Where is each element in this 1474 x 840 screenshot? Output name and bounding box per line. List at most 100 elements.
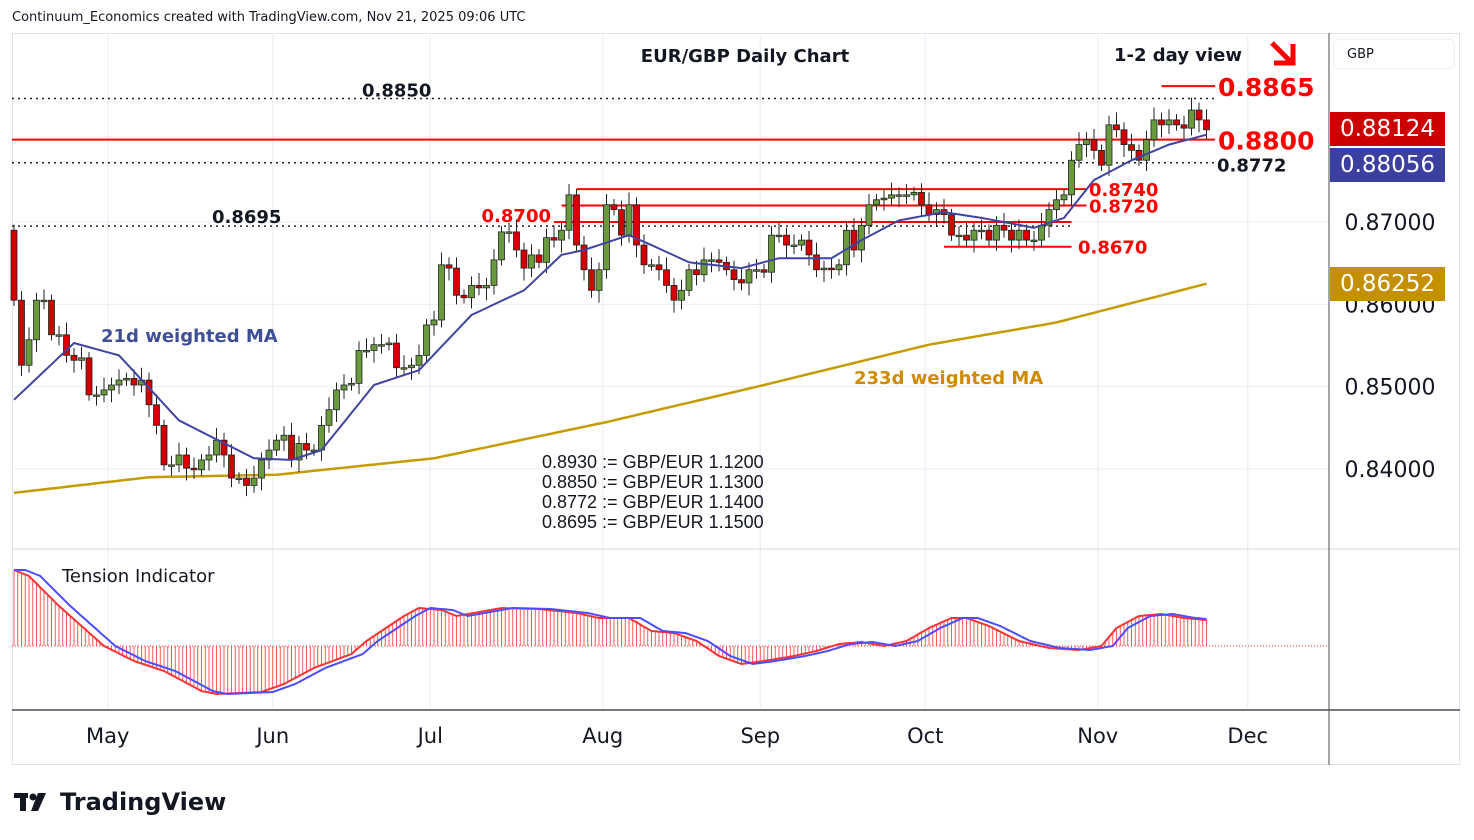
time-tick-label: Sep [740, 724, 780, 748]
candle-down [588, 269, 595, 291]
candle-up [378, 344, 385, 347]
candle-up [895, 194, 903, 197]
candle-down [153, 404, 160, 426]
candle-up [213, 439, 220, 456]
candle-up [498, 231, 505, 261]
candle-down [1180, 124, 1188, 129]
view-label: 1-2 day view [1114, 45, 1242, 66]
tension-blue-line [14, 569, 1207, 696]
candle-up [273, 439, 280, 451]
candle-up [415, 354, 423, 366]
candle-up [768, 234, 775, 273]
level-label: 0.8720 [1089, 197, 1158, 218]
candle-down [663, 269, 670, 286]
candle-down [550, 237, 558, 241]
candle-up [280, 434, 288, 441]
candle-up [1068, 159, 1075, 196]
candle-up [93, 394, 100, 397]
candle-up [333, 389, 340, 411]
candle-up [745, 269, 753, 284]
candle-down [1203, 119, 1210, 131]
candle-down [70, 354, 78, 361]
candle-up [543, 237, 550, 263]
candle-down [640, 244, 648, 266]
candle-up [955, 234, 963, 238]
candle-up [385, 342, 393, 346]
candle-up [235, 477, 243, 480]
level-label: 0.8670 [1078, 238, 1147, 259]
candle-up [265, 449, 273, 461]
candle-up [978, 229, 985, 233]
candle-up [295, 443, 303, 461]
candle-up [1150, 119, 1158, 141]
conversion-note: 0.8930 := GBP/EUR 1.1200 [542, 452, 764, 472]
ma21-line [13, 133, 1207, 461]
level-label: 0.8772 [1217, 156, 1286, 177]
candle-up [858, 224, 865, 251]
candle-down [460, 294, 468, 299]
candle-up [910, 191, 918, 196]
candle-down [1008, 229, 1015, 241]
candle-up [753, 269, 760, 272]
time-axis: May Jun Jul Aug Sep Oct Nov Dec [86, 724, 1268, 748]
chart-caption: Continuum_Economics created with Trading… [12, 10, 526, 25]
time-tick-label: Jul [416, 724, 443, 748]
candle-down [160, 424, 168, 466]
candle-down [1113, 124, 1120, 131]
candle-up [468, 284, 475, 299]
candle-up [880, 197, 888, 201]
candle-down [513, 231, 520, 251]
candle-down [580, 244, 588, 271]
tradingview-logo[interactable]: TradingView [14, 788, 226, 816]
brand-name: TradingView [60, 788, 227, 816]
candle-up [903, 194, 910, 197]
candle-up [258, 459, 265, 479]
candle-up [595, 269, 603, 291]
last-price-tag: 0.88124 [1330, 112, 1445, 146]
candle-down [925, 204, 933, 215]
tradingview-logo-icon [14, 793, 46, 811]
candle-down [288, 434, 295, 461]
candle-up [78, 357, 85, 361]
candle-up [25, 339, 33, 366]
candle-up [370, 344, 378, 351]
candle-down [130, 378, 138, 386]
level-label: 0.8850 [362, 81, 431, 102]
candle-up [775, 234, 783, 238]
candle-up [708, 259, 715, 262]
candle-down [573, 194, 580, 246]
candle-down [738, 279, 745, 284]
candle-down [453, 267, 460, 296]
time-tick-label: Dec [1227, 724, 1268, 748]
candle-up [340, 384, 348, 391]
candle-up [1188, 109, 1195, 129]
candle-down [985, 229, 993, 241]
candle-down [1128, 144, 1135, 151]
candle-up [250, 477, 258, 486]
candle-up [888, 194, 895, 199]
candle-up [348, 382, 355, 386]
candle-up [55, 334, 63, 337]
candle-up [1030, 239, 1038, 243]
tension-label: Tension Indicator [61, 566, 215, 587]
candle-down [183, 454, 190, 469]
ma21-price-tag: 0.88056 [1330, 148, 1445, 182]
candle-up [325, 409, 333, 426]
candle-down [805, 239, 813, 256]
candle-down [1120, 129, 1128, 146]
candle-down [475, 284, 483, 289]
arrow-down-right-icon [1270, 41, 1296, 66]
candle-up [790, 244, 798, 247]
candle-down [145, 379, 153, 406]
tension-indicator-pane [12, 569, 1329, 696]
candle-down [1158, 119, 1165, 126]
candle-up [408, 364, 415, 369]
candle-down [760, 269, 768, 273]
level-label: 0.8740 [1089, 180, 1158, 201]
time-tick-label: Jun [254, 724, 289, 748]
candle-down [63, 334, 70, 356]
currency-selector[interactable]: GBP [1333, 39, 1455, 69]
candle-up [123, 378, 130, 381]
